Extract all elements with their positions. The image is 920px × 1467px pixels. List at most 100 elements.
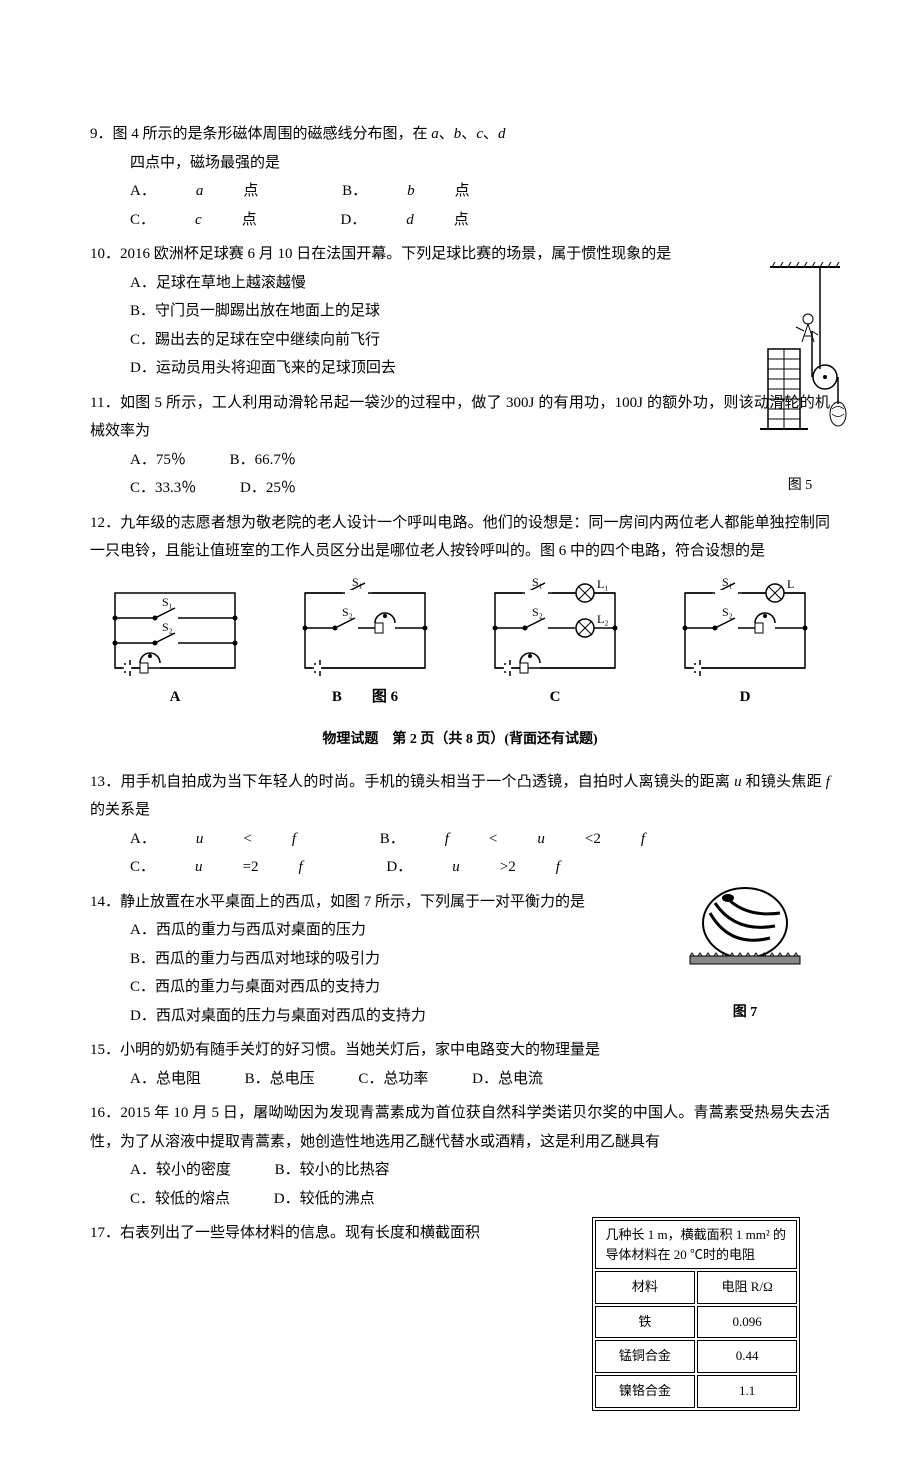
tbl-c2-t: 电阻 R/Ω (722, 1279, 773, 1294)
circ-a-s2: S₂ (162, 620, 173, 634)
q9-optA-suf: 点 (243, 177, 258, 206)
q13c-p: C． (130, 853, 155, 882)
tbl-r3c1: 镍铬合金 (595, 1375, 696, 1408)
q13c-f: f (298, 853, 302, 882)
q10-optC: C．踢出去的足球在空中继续向前飞行 (130, 326, 830, 355)
q9-optC-suf: 点 (242, 206, 257, 235)
fig5-label: 图 5 (750, 473, 850, 500)
q9-optD: D． d 点 (340, 206, 508, 235)
q15-opts: A．总电阻 B．总电压 C．总功率 D．总电流 (90, 1065, 830, 1094)
q15-optB: B．总电压 (245, 1065, 315, 1094)
q16-opts-1: A．较小的密度 B．较小的比热容 (90, 1156, 830, 1185)
q11-optB: B．66.7％ (230, 446, 296, 475)
q13-optC: C．u=2f (130, 853, 343, 882)
figure-5: 图 5 (750, 259, 850, 500)
tbl-r3c2: 1.1 (697, 1375, 797, 1408)
question-16: 16．2015 年 10 月 5 日，屠呦呦因为发现青蒿素成为首位获自然科学类诺… (90, 1099, 830, 1213)
q11-optA: A．75％ (130, 446, 186, 475)
q9-optB: B．b 点 (342, 177, 510, 206)
q9-t2: 、 (439, 126, 454, 142)
q13-optB: B．f<u<2f (380, 825, 685, 854)
q9-d: d (498, 126, 506, 142)
q9-optD-pre: D． (340, 206, 366, 235)
circuit-d-svg: S₁ L S₂ (670, 578, 820, 683)
tbl-r1c2: 0.096 (697, 1306, 797, 1339)
q9-c: c (476, 126, 483, 142)
question-11: 图 5 11．如图 5 所示，工人利用动滑轮吊起一袋沙的过程中，做了 300J … (90, 389, 830, 503)
circ-c-s1: S₁ (532, 578, 543, 589)
watermelon-icon (680, 878, 810, 978)
material-table: 几种长 1 m，横截面积 1 mm² 的导体材料在 20 ℃时的电阻 材料电阻 … (592, 1217, 800, 1411)
q13-optA: A．u<f (130, 825, 336, 854)
q11-stem: 11．如图 5 所示，工人利用动滑轮吊起一袋沙的过程中，做了 300J 的有用功… (90, 389, 830, 446)
circ-d-l: L (787, 578, 794, 591)
q13-opts: A．u<f B．f<u<2f C．u=2f D．u>2f (90, 825, 830, 882)
circ-a-s1: S₁ (162, 595, 173, 609)
tbl-c2: 电阻 R/Ω (697, 1271, 797, 1304)
fig6-label: 图 6 (372, 689, 398, 705)
circ-c-l1: L₁ (597, 578, 609, 591)
q11-opts-1: A．75％ B．66.7％ (90, 446, 830, 475)
q13b-f2: f (641, 825, 645, 854)
q9-optC-v: c (195, 206, 202, 235)
circ-d-label: D (670, 683, 820, 712)
tbl-r2c2: 0.44 (697, 1340, 797, 1373)
q10-opts: A．足球在草地上越滚越慢 B．守门员一脚踢出放在地面上的足球 C．踢出去的足球在… (90, 269, 830, 383)
q13a-p: A． (130, 825, 156, 854)
q11-text: 如图 5 所示，工人利用动滑轮吊起一袋沙的过程中，做了 300J 的有用功，10… (90, 395, 830, 440)
q13a-r: < (243, 825, 251, 854)
circuit-a: S₁ S₂ A (100, 578, 250, 712)
q13-u: u (734, 774, 742, 790)
q17-text: 右表列出了一些导体材料的信息。现有长度和横截面积 (120, 1225, 480, 1241)
fig7-label: 图 7 (680, 1000, 810, 1027)
circuit-a-svg: S₁ S₂ (100, 578, 250, 683)
circuit-c: S₁ L₁ S₂ L₂ C (480, 578, 630, 712)
tbl-c1: 材料 (595, 1271, 696, 1304)
q13d-f: f (556, 853, 560, 882)
circ-c-l2: L₂ (597, 612, 609, 626)
question-17: 几种长 1 m，横截面积 1 mm² 的导体材料在 20 ℃时的电阻 材料电阻 … (90, 1219, 830, 1411)
figure-7: 图 7 (680, 878, 810, 1027)
q13d-p: D． (386, 853, 412, 882)
q9-optA: A．a 点 (130, 177, 298, 206)
q9-optD-v: d (406, 206, 414, 235)
circ-c-s2: S₂ (532, 605, 543, 619)
q16-optB: B．较小的比热容 (275, 1156, 390, 1185)
q13-num: 13． (90, 774, 120, 790)
q13b-u: u (537, 825, 545, 854)
tbl-r1c1: 铁 (595, 1306, 696, 1339)
q13c-r: =2 (243, 853, 259, 882)
q15-optA: A．总电阻 (130, 1065, 201, 1094)
circ-b-s1: S₁ (352, 578, 363, 589)
q10-optB: B．守门员一脚踢出放在地面上的足球 (130, 297, 830, 326)
tbl-r2c1: 锰铜合金 (595, 1340, 696, 1373)
q9-a: a (431, 126, 439, 142)
q9-optD-suf: 点 (454, 206, 469, 235)
q9-t1: 图 4 所示的是条形磁体周围的磁感线分布图，在 (113, 126, 432, 142)
circuit-d: S₁ L S₂ D (670, 578, 820, 712)
q9-optB-pre: B． (342, 177, 367, 206)
q13b-p: B． (380, 825, 405, 854)
circuit-b: S₁ S₂ B 图 6 (290, 578, 440, 712)
q15-num: 15． (90, 1042, 120, 1058)
q13-stem: 13．用手机自拍成为当下年轻人的时尚。手机的镜头相当于一个凸透镜，自拍时人离镜头… (90, 768, 830, 825)
circ-d-s1: S₁ (722, 578, 733, 589)
circ-c-label: C (480, 683, 630, 712)
q10-num: 10． (90, 246, 120, 262)
circ-a-label: A (100, 683, 250, 712)
q11-optC: C．33.3％ (130, 474, 196, 503)
q11-optD: D．25％ (240, 474, 296, 503)
q14-text: 静止放置在水平桌面上的西瓜，如图 7 所示，下列属于一对平衡力的是 (120, 894, 585, 910)
q16-optD: D．较低的沸点 (274, 1185, 375, 1214)
q9-stem: 9．图 4 所示的是条形磁体周围的磁感线分布图，在 a、b、c、d (90, 120, 830, 149)
q9-t3: 、 (461, 126, 476, 142)
q9-num: 9． (90, 126, 113, 142)
q12-num: 12． (90, 515, 120, 531)
q13a-u: u (196, 825, 204, 854)
q9-optA-pre: A． (130, 177, 156, 206)
q12-stem: 12．九年级的志愿者想为敬老院的老人设计一个呼叫电路。他们的设想是：同一房间内两… (90, 509, 830, 566)
circ-b-s2: S₂ (342, 605, 353, 619)
question-9: 9．图 4 所示的是条形磁体周围的磁感线分布图，在 a、b、c、d 四点中，磁场… (90, 120, 830, 234)
q10-stem: 10．2016 欧洲杯足球赛 6 月 10 日在法国开幕。下列足球比赛的场景，属… (90, 240, 830, 269)
q9-line2: 四点中，磁场最强的是 (90, 149, 830, 178)
